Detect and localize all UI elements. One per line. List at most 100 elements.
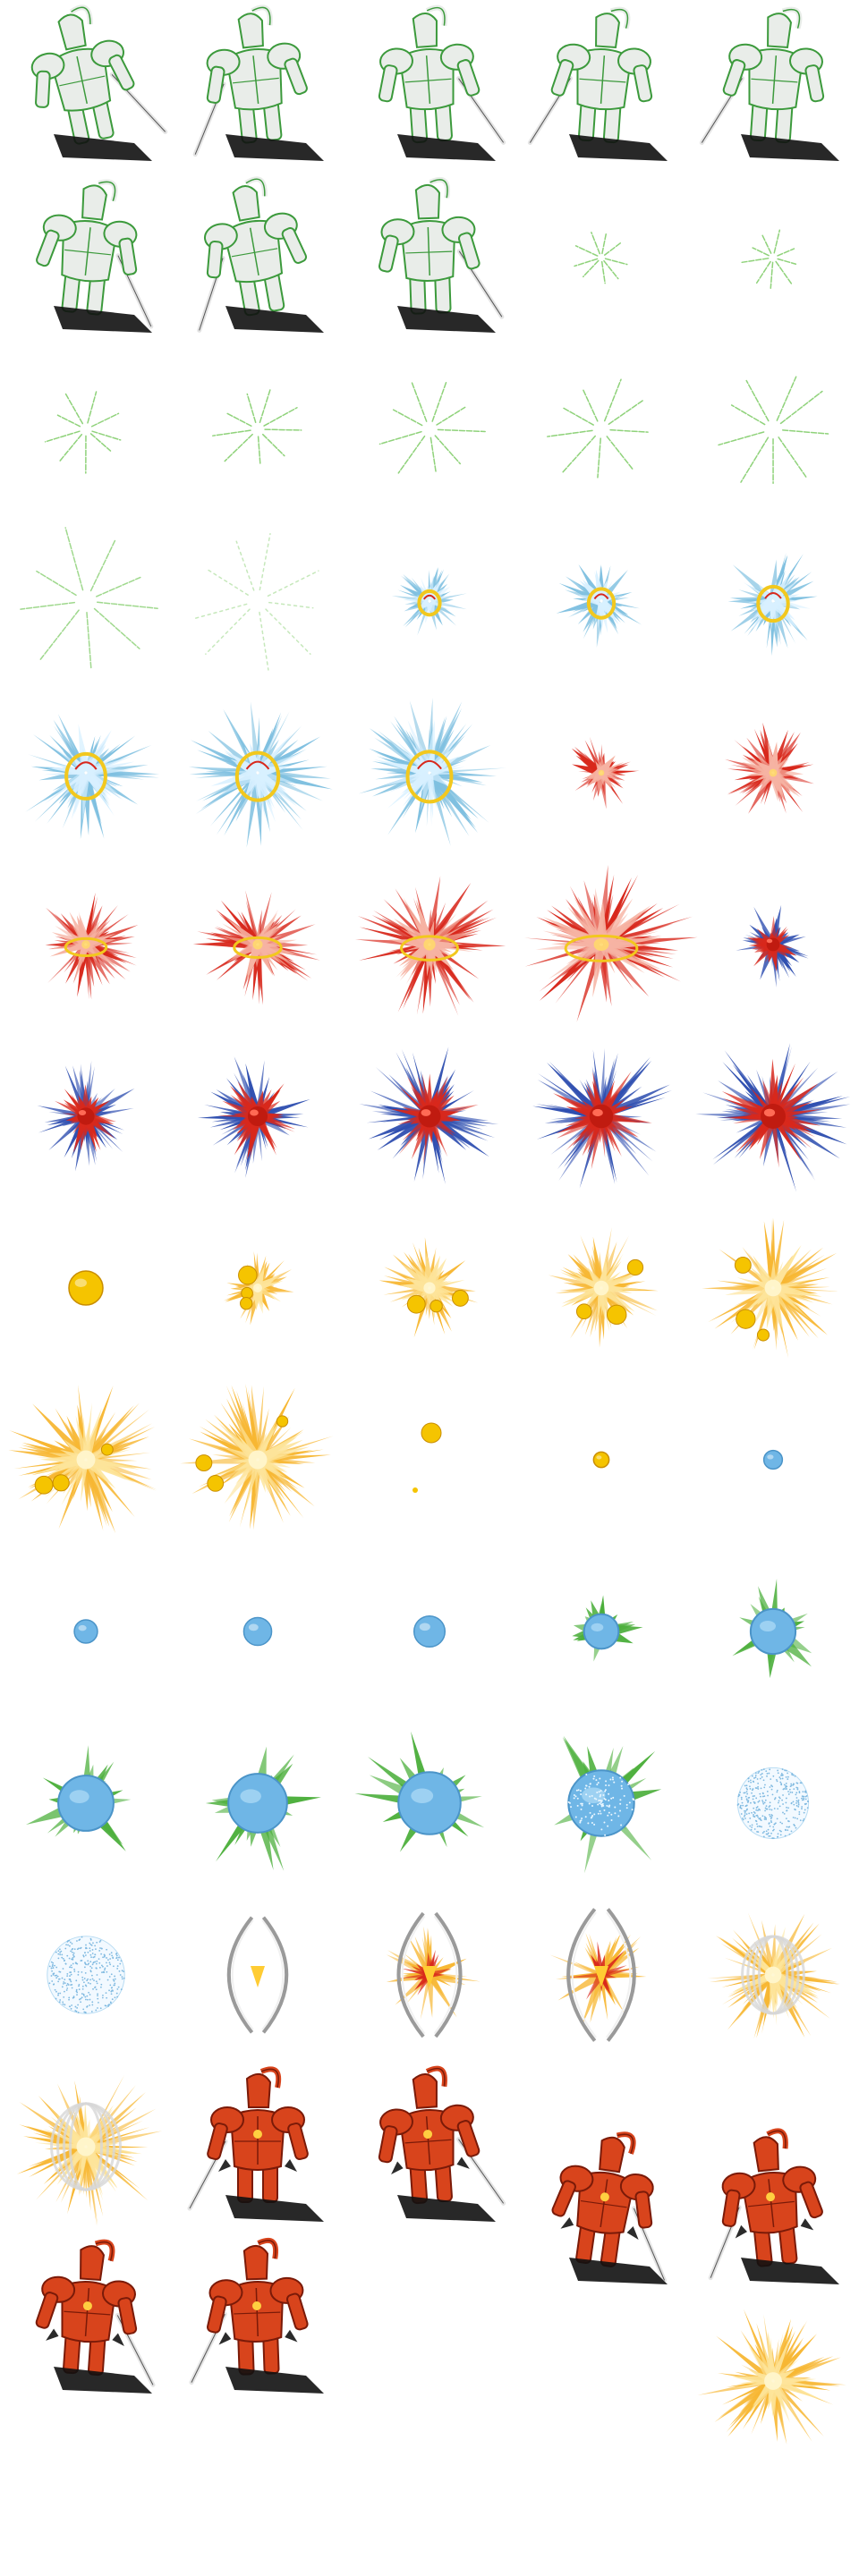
burst-sprite xyxy=(556,564,642,648)
burst-sprite xyxy=(358,698,506,847)
burst-sprite xyxy=(354,1731,485,1852)
sprite-frame-rays xyxy=(515,172,687,343)
burst-sprite xyxy=(548,1227,659,1348)
knight-sprite xyxy=(189,2237,324,2394)
knight-sprite xyxy=(197,176,324,333)
burst-sprite xyxy=(223,1251,294,1326)
rays-sprite xyxy=(44,391,122,474)
sprite-frame-rays xyxy=(0,515,172,687)
sprite-frame-burst xyxy=(687,1889,859,2061)
burst-sprite xyxy=(354,876,506,1016)
knight-sprite xyxy=(187,2066,324,2222)
rays-sprite xyxy=(378,381,486,474)
sprite-frame-rays xyxy=(687,172,859,343)
burst-sprite xyxy=(697,2309,846,2445)
sprite-frame-orbs xyxy=(344,1374,515,1546)
sprite-frame-orb xyxy=(0,1202,172,1374)
orbs-sprite xyxy=(412,1422,442,1493)
sprite-frame-burst xyxy=(0,859,172,1030)
sprite-frame-rays xyxy=(515,343,687,515)
sprite-frame-knight xyxy=(344,2061,515,2233)
knight-sprite xyxy=(551,2131,668,2284)
burst-sprite xyxy=(192,890,320,1005)
orb-sprite xyxy=(242,1616,273,1647)
burst-sprite xyxy=(16,2074,163,2226)
orb-sprite xyxy=(762,1449,784,1470)
burst-sprite xyxy=(26,1745,132,1852)
rays-sprite xyxy=(718,376,829,485)
burst-sprite xyxy=(702,1217,840,1359)
sprite-frame-burst xyxy=(515,515,687,687)
burst-sprite xyxy=(205,1746,321,1871)
sprite-frame-burst xyxy=(344,515,515,687)
knight-sprite xyxy=(378,4,506,161)
rays-sprite xyxy=(574,232,628,284)
sprite-frame-knight xyxy=(172,2233,344,2404)
sprite-frame-burst xyxy=(687,1546,859,1717)
sprite-frame-orb xyxy=(0,1546,172,1717)
sprite-frame-burst xyxy=(687,687,859,859)
sprite-frame-burst xyxy=(0,2061,172,2233)
sprite-frame-burst xyxy=(515,859,698,1030)
sprite-frame-burst xyxy=(0,1030,172,1202)
knight-sprite xyxy=(30,4,168,161)
sprite-frame-burst xyxy=(172,1202,344,1374)
sprite-frame-burst xyxy=(687,515,859,687)
knight-sprite xyxy=(378,2065,506,2222)
burst-sprite xyxy=(572,1595,643,1662)
burst-sprite xyxy=(188,701,333,848)
sprite-frame-knight xyxy=(172,0,344,172)
sprite-frame-sparkleorb xyxy=(0,1889,172,2061)
sprite-frame-orb xyxy=(344,1546,515,1717)
sprite-frame-blades xyxy=(515,1889,687,2061)
burst-sprite xyxy=(197,1056,310,1178)
sprite-frame-blades xyxy=(344,1889,515,2061)
sprite-frame-burst xyxy=(172,859,344,1030)
sprite-frame-knight xyxy=(687,0,859,172)
orb-sprite xyxy=(592,1451,610,1469)
sprite-frame-burst xyxy=(344,687,515,859)
sprite-frame-burst xyxy=(687,1202,859,1374)
sprite-frame-knight xyxy=(0,0,172,172)
sprite-frame-burst xyxy=(515,1030,687,1202)
sparkleorb-sprite xyxy=(47,1936,125,2014)
burst-sprite xyxy=(8,1385,157,1534)
knight-sprite xyxy=(378,176,505,333)
blades-sprite xyxy=(386,1911,481,2038)
sprite-frame-knight xyxy=(0,2233,172,2404)
knight-sprite xyxy=(35,2239,156,2394)
burst-sprite xyxy=(37,1060,135,1172)
sprite-frame-rays xyxy=(172,515,344,687)
sprite-frame-knight xyxy=(344,172,515,343)
sprite-frame-orb xyxy=(172,1546,344,1717)
rays-sprite xyxy=(741,229,797,289)
burst-sprite xyxy=(707,1912,841,2039)
orb-sprite xyxy=(73,1619,98,1644)
burst-sprite xyxy=(532,1047,672,1189)
burst-sprite xyxy=(25,714,160,840)
sprite-frame-orb xyxy=(687,1374,859,1546)
sprite-frame-burst xyxy=(344,1030,515,1202)
sprite-frame-knight xyxy=(687,2123,859,2295)
burst-sprite xyxy=(736,904,809,987)
burst-sprite xyxy=(391,566,467,636)
sprite-frame-rays xyxy=(172,343,344,515)
sprite-frame-orb xyxy=(515,1374,687,1546)
knight-sprite xyxy=(192,4,324,161)
rays-sprite xyxy=(547,378,649,479)
sprite-frame-knight xyxy=(172,172,344,343)
burst-sprite xyxy=(695,1043,851,1192)
sprite-frame-burst xyxy=(172,687,344,859)
orb-sprite xyxy=(412,1614,447,1648)
sprite-frame-knight xyxy=(344,0,515,172)
sprite-frame-burst xyxy=(0,687,172,859)
knight-sprite xyxy=(36,179,154,333)
sprite-frame-burst xyxy=(515,1717,687,1889)
sprite-frame-burst xyxy=(515,687,687,859)
burst-sprite xyxy=(554,1735,662,1874)
sprite-frame-rays xyxy=(0,343,172,515)
sprite-frame-burst xyxy=(172,1030,344,1202)
blades-sprite xyxy=(549,1908,647,2042)
rays-sprite xyxy=(212,387,302,465)
sprite-frame-burst xyxy=(344,1202,515,1374)
